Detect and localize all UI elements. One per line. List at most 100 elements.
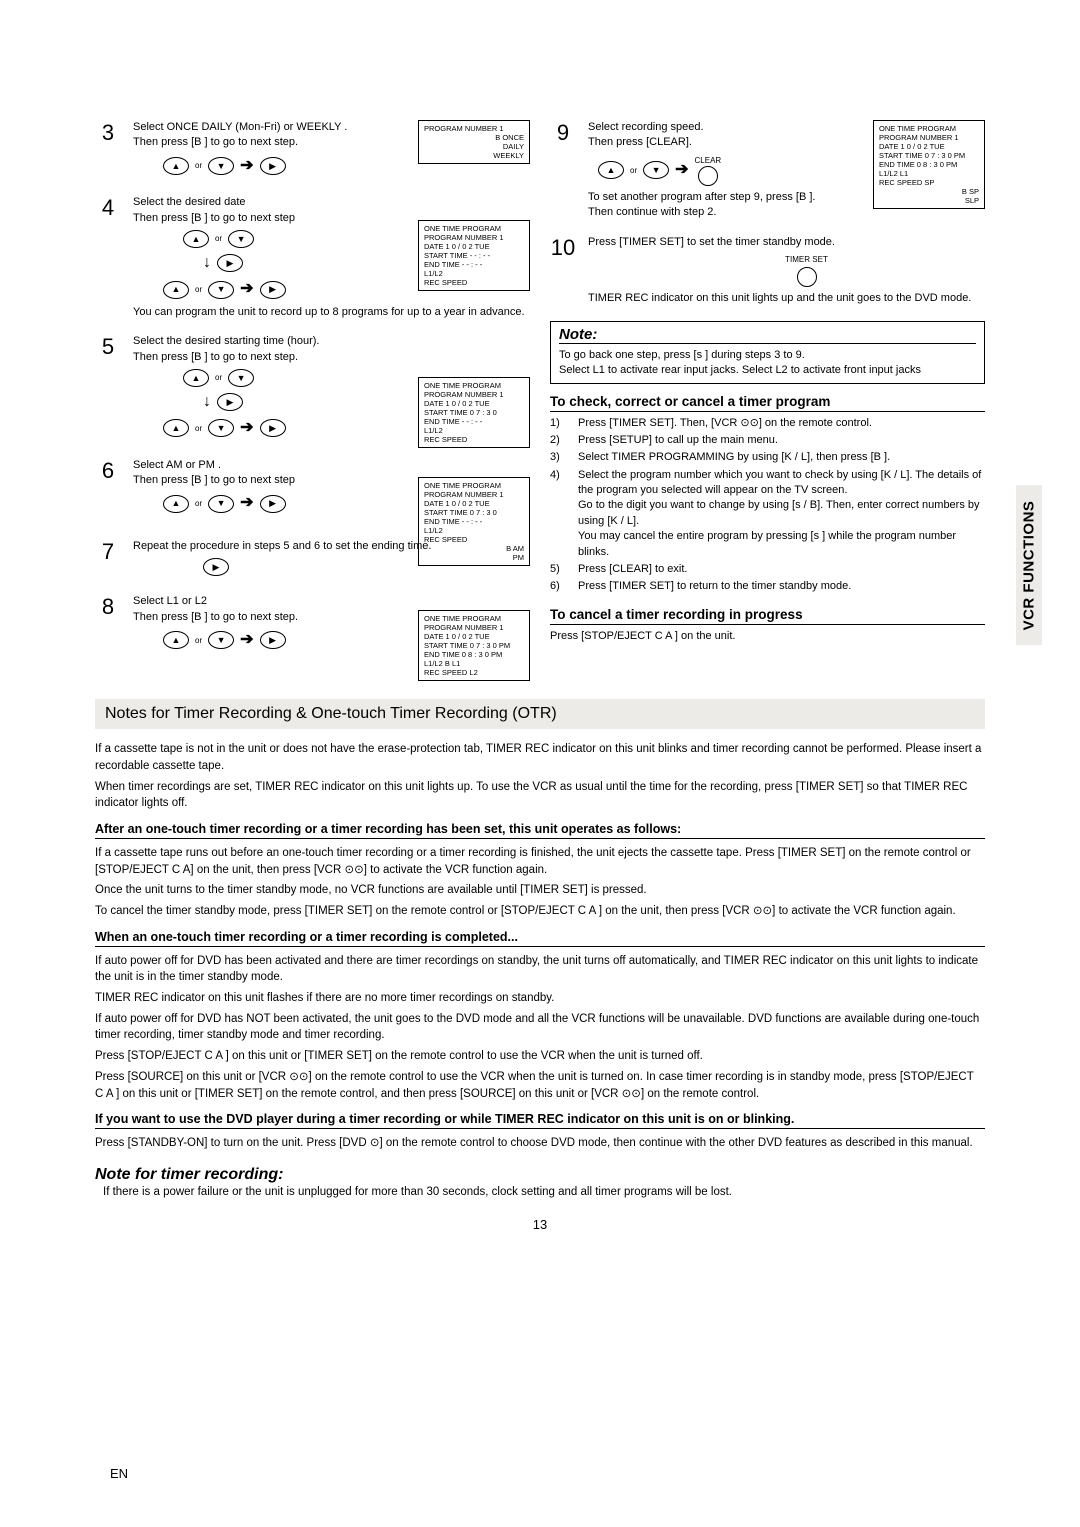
down-button-icon: ▼	[208, 281, 234, 299]
osd-line: START TIME - - : - -	[424, 251, 524, 260]
osd-line: B ONCE	[424, 133, 524, 142]
osd-line: PROGRAM NUMBER 1	[424, 233, 524, 242]
osd-line: DATE 1 0 / 0 2 TUE	[424, 499, 524, 508]
osd-line: END TIME - - : - -	[424, 260, 524, 269]
osd-line: PROGRAM NUMBER 1	[424, 623, 524, 632]
list-text: Press [TIMER SET] to return to the timer…	[578, 579, 851, 594]
list-text: Press [TIMER SET]. Then, [VCR ⊙⊙] on the…	[578, 416, 872, 431]
osd-line: PROGRAM NUMBER 1	[424, 390, 524, 399]
osd-line: ONE TIME PROGRAM	[424, 614, 524, 623]
page-content: 3 Select ONCE DAILY (Mon-Fri) or WEEKLY …	[0, 0, 1080, 1272]
list-item: 1) Press [TIMER SET]. Then, [VCR ⊙⊙] on t…	[550, 416, 985, 431]
body-text: Once the unit turns to the timer standby…	[95, 882, 985, 899]
list-item: 6)Press [TIMER SET] to return to the tim…	[550, 579, 985, 594]
right-button-icon: ▶	[260, 419, 286, 437]
arrow-right-icon: ➔	[675, 159, 688, 181]
osd-line: PM	[424, 553, 524, 562]
osd-line: END TIME 0 8 : 3 0 PM	[424, 650, 524, 659]
note-timer-heading: Note for timer recording:	[95, 1166, 985, 1184]
clear-label: CLEAR	[695, 155, 722, 166]
body-text: When timer recordings are set, TIMER REC…	[95, 779, 985, 812]
or-label: or	[630, 165, 637, 176]
bold-heading: After an one-touch timer recording or a …	[95, 822, 985, 839]
down-button-icon: ▼	[208, 419, 234, 437]
osd-display: ONE TIME PROGRAM PROGRAM NUMBER 1 DATE 1…	[418, 220, 530, 291]
body-text: To cancel the timer standby mode, press …	[95, 903, 985, 920]
osd-display: ONE TIME PROGRAM PROGRAM NUMBER 1 DATE 1…	[418, 610, 530, 681]
step-text: Then press [B ] to go to next step.	[133, 350, 530, 365]
body-text: Press [STANDBY-ON] to turn on the unit. …	[95, 1135, 985, 1152]
step-number: 9	[550, 120, 576, 221]
timer-set-label: TIMER SET	[785, 254, 828, 265]
osd-line: DAILY	[424, 142, 524, 151]
body-text: Press [STOP/EJECT C A ] on the unit.	[550, 629, 985, 645]
note-box: Note: To go back one step, press [s ] du…	[550, 321, 985, 384]
or-label: or	[195, 423, 202, 434]
osd-line: START TIME 0 7 : 3 0	[424, 408, 524, 417]
osd-line: REC SPEED	[424, 535, 524, 544]
body-text: If auto power off for DVD has NOT been a…	[95, 1011, 985, 1044]
arrow-right-icon: ➔	[240, 278, 253, 300]
list-text: Press [SETUP] to call up the main menu.	[578, 433, 778, 448]
osd-display: ONE TIME PROGRAM PROGRAM NUMBER 1 DATE 1…	[418, 377, 530, 448]
clear-button-icon	[698, 166, 718, 186]
side-tab: VCR FUNCTIONS	[1016, 485, 1042, 645]
step-10: 10 Press [TIMER SET] to set the timer st…	[550, 235, 985, 307]
step-number: 7	[95, 539, 121, 580]
arrow-right-icon: ➔	[240, 492, 253, 514]
up-button-icon: ▲	[163, 495, 189, 513]
en-label: EN	[110, 1466, 128, 1481]
osd-line: PROGRAM NUMBER 1	[424, 490, 524, 499]
list-number: 1)	[550, 416, 568, 431]
osd-line: L1/L2	[424, 426, 524, 435]
note-body: To go back one step, press [s ] during s…	[559, 348, 976, 379]
body-text: If auto power off for DVD has been activ…	[95, 953, 985, 986]
osd-line: ONE TIME PROGRAM	[424, 381, 524, 390]
timer-set-button-icon	[797, 267, 817, 287]
list-number: 3)	[550, 450, 568, 465]
step-text: Press [TIMER SET] to set the timer stand…	[588, 235, 985, 250]
list-item: 3) Select TIMER PROGRAMMING by using [K /…	[550, 450, 985, 465]
osd-display: ONE TIME PROGRAM PROGRAM NUMBER 1 DATE 1…	[873, 120, 985, 209]
step-number: 8	[95, 594, 121, 655]
step-number: 5	[95, 334, 121, 444]
osd-line: START TIME 0 7 : 3 0 PM	[879, 151, 979, 160]
osd-line: DATE 1 0 / 0 2 TUE	[879, 142, 979, 151]
right-button-icon: ▶	[260, 281, 286, 299]
osd-display: ONE TIME PROGRAM PROGRAM NUMBER 1 DATE 1…	[418, 477, 530, 566]
right-button-icon: ▶	[203, 558, 229, 576]
right-button-icon: ▶	[260, 495, 286, 513]
step-number: 10	[550, 235, 576, 307]
osd-line: END TIME - - : - -	[424, 417, 524, 426]
list-item: 2) Press [SETUP] to call up the main menu…	[550, 433, 985, 448]
page-number: 13	[95, 1217, 985, 1232]
step-text: Select L1 or L2	[133, 594, 530, 609]
osd-line: DATE 1 0 / 0 2 TUE	[424, 399, 524, 408]
list-item: 4)Select the program number which you wa…	[550, 468, 985, 560]
up-button-icon: ▲	[163, 631, 189, 649]
osd-line: B AM	[424, 544, 524, 553]
step-number: 4	[95, 195, 121, 320]
or-label: or	[195, 160, 202, 171]
down-button-icon: ▼	[643, 161, 669, 179]
list-number: 5)	[550, 562, 568, 577]
osd-line: END TIME 0 8 : 3 0 PM	[879, 160, 979, 169]
osd-line: L1/L2 L1	[879, 169, 979, 178]
list-number: 4)	[550, 468, 568, 560]
list-text: Select the program number which you want…	[578, 468, 985, 560]
up-button-icon: ▲	[163, 419, 189, 437]
osd-line: START TIME 0 7 : 3 0 PM	[424, 641, 524, 650]
osd-line: REC SPEED L2	[424, 668, 524, 677]
up-button-icon: ▲	[163, 281, 189, 299]
step-text: Select the desired date	[133, 195, 530, 210]
subheading: To check, correct or cancel a timer prog…	[550, 394, 985, 412]
list-item: 5) Press [CLEAR] to exit.	[550, 562, 985, 577]
list-text: Select TIMER PROGRAMMING by using [K / L…	[578, 450, 890, 465]
list-number: 2)	[550, 433, 568, 448]
osd-line: END TIME - - : - -	[424, 517, 524, 526]
osd-line: ONE TIME PROGRAM	[879, 124, 979, 133]
note-title: Note:	[559, 326, 976, 344]
step-text: Select the desired starting time (hour).	[133, 334, 530, 349]
arrow-right-icon: ➔	[240, 417, 253, 439]
list-text: Press [CLEAR] to exit.	[578, 562, 687, 577]
